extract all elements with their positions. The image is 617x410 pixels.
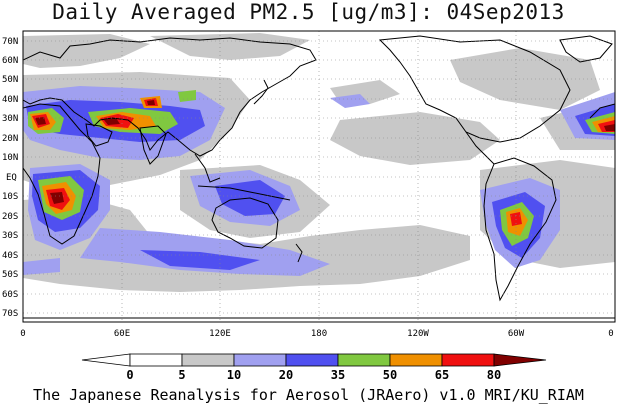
colorbar-label-10: 10 (227, 368, 241, 382)
lat-label-50s: 50S (2, 270, 18, 280)
latitude-labels: 70N 60N 50N 40N 30N 20N 10N EQ 10S 20S 3… (2, 37, 18, 319)
colorbar-label-0: 0 (126, 368, 133, 382)
lon-label-120w: 120W (407, 329, 429, 339)
lon-label-60w: 60W (508, 329, 525, 339)
lat-label-40n: 40N (2, 95, 18, 105)
colorbar-label-35: 35 (331, 368, 345, 382)
lat-label-30s: 30S (2, 231, 18, 241)
lon-label-120e: 120E (209, 329, 231, 339)
colorbar-label-20: 20 (279, 368, 293, 382)
lon-label-60e: 60E (114, 329, 130, 339)
colorbar-label-5: 5 (178, 368, 185, 382)
colorbar-swatch-65 (441, 353, 495, 367)
lat-label-50n: 50N (2, 75, 18, 85)
colorbar-low-arrow (81, 353, 131, 367)
map-title: Daily Averaged PM2.5 [ug/m3]: 04Sep2013 (52, 0, 565, 24)
lat-label-70n: 70N (2, 37, 18, 47)
lat-label-10s: 10S (2, 192, 18, 202)
lat-label-60s: 60S (2, 290, 18, 300)
lon-label-0-right: 0 (608, 329, 613, 339)
longitude-labels: 0 60E 120E 180 120W 60W 0 (20, 329, 613, 339)
coastlines (23, 35, 615, 319)
colorbar-label-65: 65 (435, 368, 449, 382)
colorbar-high-arrow (493, 353, 547, 367)
colorbar-label-80: 80 (487, 368, 501, 382)
lon-label-180: 180 (311, 329, 327, 339)
colorbar-swatch-5 (181, 353, 235, 367)
lat-label-60n: 60N (2, 56, 18, 66)
lat-label-20n: 20N (2, 134, 18, 144)
colorbar-swatch-35 (337, 353, 391, 367)
footer-credit: The Japanese Reanalysis for Aerosol (JRA… (33, 386, 584, 404)
graticule (23, 31, 615, 322)
colorbar-swatch-10 (233, 353, 287, 367)
map-frame (22, 30, 616, 323)
lat-label-eq: EQ (6, 173, 17, 183)
colorbar-labels: 0 5 10 20 35 50 65 80 (126, 368, 501, 382)
lat-label-10n: 10N (2, 153, 18, 163)
level-80-regions (35, 100, 615, 204)
lat-label-40s: 40S (2, 251, 18, 261)
colorbar-swatch-50 (389, 353, 443, 367)
lat-label-20s: 20S (2, 212, 18, 222)
pm25-field (23, 33, 615, 292)
lat-label-70s: 70S (2, 309, 18, 319)
colorbar-swatch-20 (285, 353, 339, 367)
lat-label-30n: 30N (2, 114, 18, 124)
colorbar-label-50: 50 (383, 368, 397, 382)
colorbar-swatch-0 (129, 353, 183, 367)
lon-label-0-left: 0 (20, 329, 25, 339)
colorbar (81, 353, 547, 367)
